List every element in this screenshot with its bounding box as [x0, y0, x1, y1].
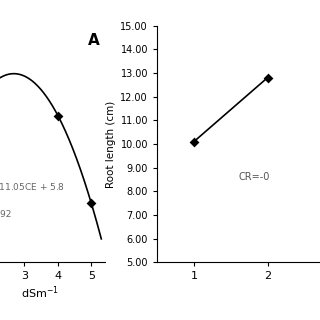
Point [55, 113, 60, 118]
Text: $^2$ + 11.05CE + 5.8: $^2$ + 11.05CE + 5.8 [0, 181, 65, 193]
Point [265, 75, 270, 80]
Text: CR=-0: CR=-0 [238, 172, 270, 181]
Point [89, 201, 94, 206]
Point [191, 139, 196, 144]
Text: = 0.92: = 0.92 [0, 211, 11, 220]
X-axis label: dSm$^{-1}$: dSm$^{-1}$ [20, 284, 59, 301]
Y-axis label: Root length (cm): Root length (cm) [106, 100, 116, 188]
Text: A: A [88, 33, 100, 48]
